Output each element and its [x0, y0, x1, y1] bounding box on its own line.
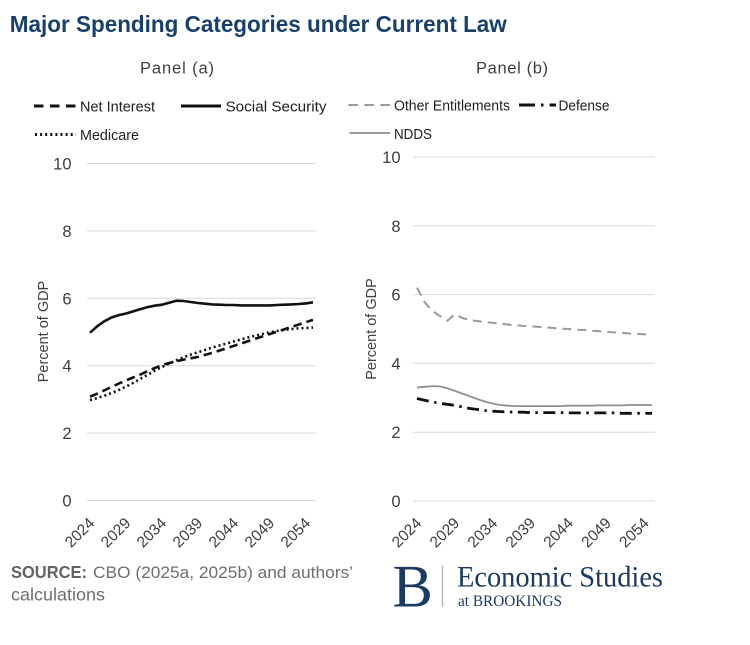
svg-text:0: 0	[391, 493, 400, 511]
svg-text:Medicare: Medicare	[80, 128, 139, 144]
svg-text:Panel (a): Panel (a)	[140, 60, 214, 78]
svg-text:10: 10	[53, 156, 71, 174]
svg-text:Panel (b): Panel (b)	[476, 60, 548, 78]
svg-text:4: 4	[62, 358, 71, 376]
svg-text:B: B	[393, 554, 433, 621]
svg-text:8: 8	[62, 223, 71, 241]
svg-text:Percent of GDP: Percent of GDP	[36, 281, 52, 383]
svg-text:0: 0	[62, 493, 71, 511]
svg-text:SOURCE:: SOURCE:	[11, 562, 87, 582]
svg-text:calculations: calculations	[11, 585, 105, 605]
svg-text:Other Entitlements: Other Entitlements	[394, 98, 510, 114]
svg-text:Social Security: Social Security	[226, 99, 328, 115]
svg-text:Defense: Defense	[559, 98, 610, 114]
svg-text:Percent of GDP: Percent of GDP	[364, 278, 380, 380]
svg-text:Economic Studies: Economic Studies	[457, 561, 663, 593]
svg-text:8: 8	[391, 218, 400, 236]
svg-text:CBO (2025a, 2025b) and authors: CBO (2025a, 2025b) and authors’	[93, 563, 353, 582]
svg-text:NDDS: NDDS	[394, 127, 432, 143]
svg-text:6: 6	[62, 290, 71, 308]
svg-text:10: 10	[382, 149, 400, 167]
svg-text:2: 2	[391, 424, 400, 442]
svg-text:Major Spending Categories unde: Major Spending Categories under Current …	[10, 11, 508, 37]
svg-text:4: 4	[391, 355, 400, 373]
svg-text:Net Interest: Net Interest	[80, 99, 155, 115]
svg-text:6: 6	[391, 287, 400, 305]
svg-text:at BROOKINGS: at BROOKINGS	[458, 593, 562, 610]
svg-text:2: 2	[62, 425, 71, 443]
